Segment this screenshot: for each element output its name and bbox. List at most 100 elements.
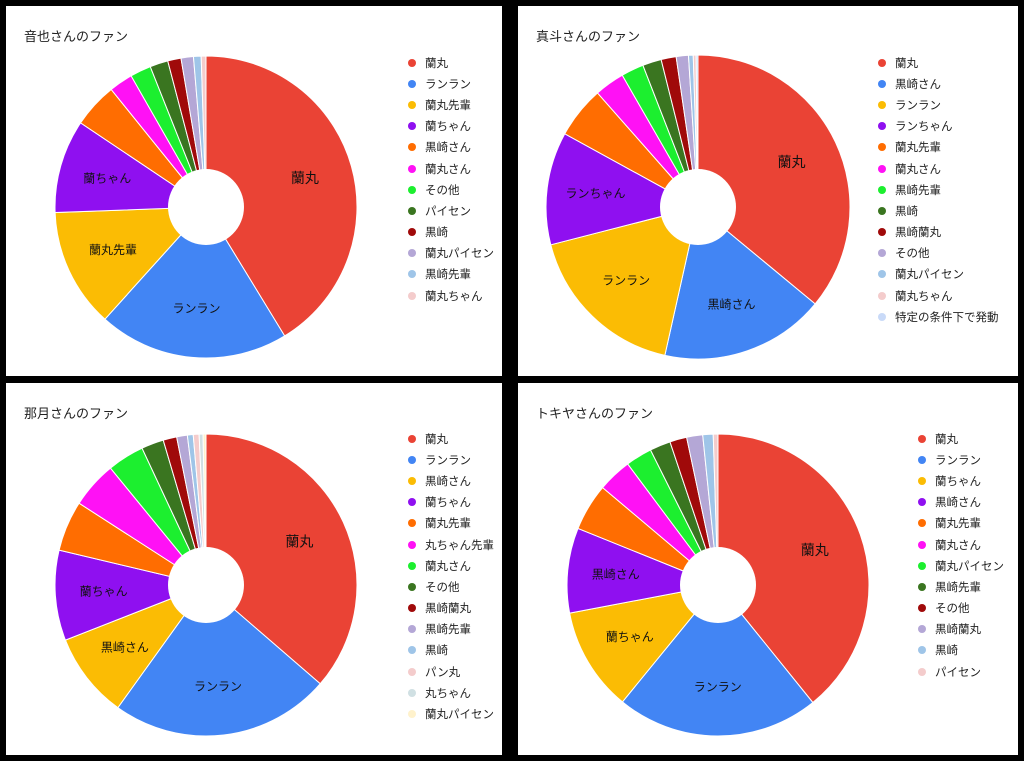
pie-slice: [54, 549, 208, 641]
legend-swatch: [408, 561, 416, 570]
donut-hole: [680, 547, 756, 623]
legend-label: 蘭丸ちゃん: [425, 288, 483, 303]
legend-swatch: [408, 710, 416, 719]
legend-item: 蘭丸: [918, 428, 1004, 449]
slice-label: 蘭ちゃん: [83, 171, 131, 185]
legend-item: ランちゃん: [878, 116, 999, 137]
legend-label: 黒崎蘭丸: [425, 601, 471, 616]
donut-hole: [168, 169, 244, 245]
legend-label: 蘭丸ちゃん: [895, 288, 953, 303]
legend-label: 特定の条件下で発動: [895, 309, 999, 324]
legend-label: 蘭丸パイセン: [935, 558, 1004, 573]
pie-slice: [621, 584, 814, 737]
chart-legend: 蘭丸 ランラン 黒崎さん 蘭ちゃん 蘭丸先輩 丸ちゃん先輩 蘭丸さん その他 黒崎蘭丸 黒崎先輩黒…: [408, 428, 494, 725]
legend-item: 蘭ちゃん: [918, 470, 1004, 491]
legend-label: 蘭丸パイセン: [895, 267, 964, 282]
legend-item: 蘭丸先輩: [408, 94, 494, 115]
legend-label: 黒崎先輩: [425, 267, 471, 282]
legend-label: 丸ちゃん: [425, 685, 471, 700]
chart-legend: 蘭丸 黒崎さん ランラン ランちゃん 蘭丸先輩 蘭丸さん 黒崎先輩 黒崎 黒崎蘭丸 その他 蘭丸パイ…: [878, 52, 999, 327]
legend-label: 黒崎先輩: [935, 579, 981, 594]
slice-label: 蘭丸先輩: [89, 242, 137, 257]
legend-swatch: [878, 312, 886, 321]
legend-swatch: [918, 476, 926, 485]
legend-label: 蘭丸さん: [895, 161, 941, 176]
legend-item: 丸ちゃん先輩: [408, 534, 494, 555]
legend-item: その他: [408, 179, 494, 200]
legend-label: 黒崎: [895, 203, 918, 218]
pie-slice: [104, 206, 286, 359]
legend-label: ランラン: [425, 76, 471, 91]
legend-swatch: [408, 185, 416, 194]
legend-label: 蘭ちゃん: [425, 495, 471, 510]
legend-item: 蘭丸先輩: [918, 513, 1004, 534]
legend-swatch: [878, 143, 886, 152]
legend-item: 黒崎先輩: [408, 264, 494, 285]
legend-label: 黒崎蘭丸: [895, 225, 941, 240]
chart-legend: 蘭丸 ランラン 蘭ちゃん 黒崎さん 蘭丸先輩 蘭丸さん 蘭丸パイセン 黒崎先輩 その他 黒崎蘭丸黒…: [918, 428, 1004, 682]
slice-label: 蘭丸: [291, 171, 319, 187]
legend-item: パン丸: [408, 661, 494, 682]
chart-title: 真斗さんのファン: [536, 30, 641, 45]
slice-label: 蘭ちゃん: [80, 585, 128, 599]
legend-swatch: [408, 519, 416, 528]
legend-swatch: [408, 434, 416, 443]
legend-item: パイセン: [918, 661, 1004, 682]
legend-label: 蘭丸先輩: [425, 97, 471, 112]
legend-item: 黒崎さん: [878, 73, 999, 94]
slice-label: 蘭丸: [285, 534, 313, 550]
slice-label: 蘭ちゃん: [606, 630, 654, 644]
slice-label: 黒崎さん: [707, 297, 755, 311]
legend-item: 黒崎さん: [408, 470, 494, 491]
legend-item: ランラン: [408, 449, 494, 470]
legend-item: ランラン: [878, 94, 999, 115]
legend-item: 蘭丸さん: [408, 555, 494, 576]
slice-label: 黒崎さん: [592, 567, 640, 581]
pie-slice: [205, 55, 358, 337]
legend-label: 蘭丸パイセン: [425, 707, 494, 722]
pie-slice: [566, 527, 720, 614]
legend-swatch: [878, 206, 886, 215]
legend-label: ランラン: [425, 452, 471, 467]
legend-label: 蘭丸先輩: [895, 140, 941, 155]
legend-label: 蘭丸先輩: [425, 516, 471, 531]
legend-swatch: [408, 143, 416, 152]
legend-label: パン丸: [425, 664, 461, 679]
legend-label: その他: [425, 579, 460, 594]
legend-swatch: [918, 582, 926, 591]
slice-label: 黒崎さん: [101, 641, 149, 655]
chart-title: 音也さんのファン: [24, 30, 129, 45]
legend-item: 黒崎さん: [408, 137, 494, 158]
pie-slice: [717, 433, 870, 704]
legend-label: 黒崎: [425, 643, 448, 658]
legend-item: ランラン: [408, 73, 494, 94]
slice-label: ランラン: [694, 680, 742, 694]
pie-slice: [569, 584, 720, 703]
legend-swatch: [918, 625, 926, 634]
pie-slice: [54, 122, 208, 214]
legend-swatch: [408, 582, 416, 591]
legend-label: その他: [425, 182, 460, 197]
legend-label: 蘭丸: [425, 431, 448, 446]
legend-swatch: [918, 604, 926, 613]
legend-swatch: [918, 498, 926, 507]
slice-label: ランラン: [172, 302, 220, 316]
legend-swatch: [878, 228, 886, 237]
slice-label: 蘭丸: [778, 155, 806, 171]
legend-swatch: [918, 561, 926, 570]
legend-item: 黒崎: [408, 222, 494, 243]
legend-swatch: [408, 79, 416, 88]
legend-label: 蘭丸さん: [425, 558, 471, 573]
slice-label: ランちゃん: [565, 187, 625, 201]
legend-label: 蘭丸先輩: [935, 516, 981, 531]
legend-item: 黒崎先輩: [878, 179, 999, 200]
legend-item: パイセン: [408, 200, 494, 221]
legend-swatch: [408, 228, 416, 237]
legend-item: その他: [918, 598, 1004, 619]
legend-swatch: [408, 455, 416, 464]
legend-item: 蘭ちゃん: [408, 492, 494, 513]
legend-swatch: [408, 476, 416, 485]
